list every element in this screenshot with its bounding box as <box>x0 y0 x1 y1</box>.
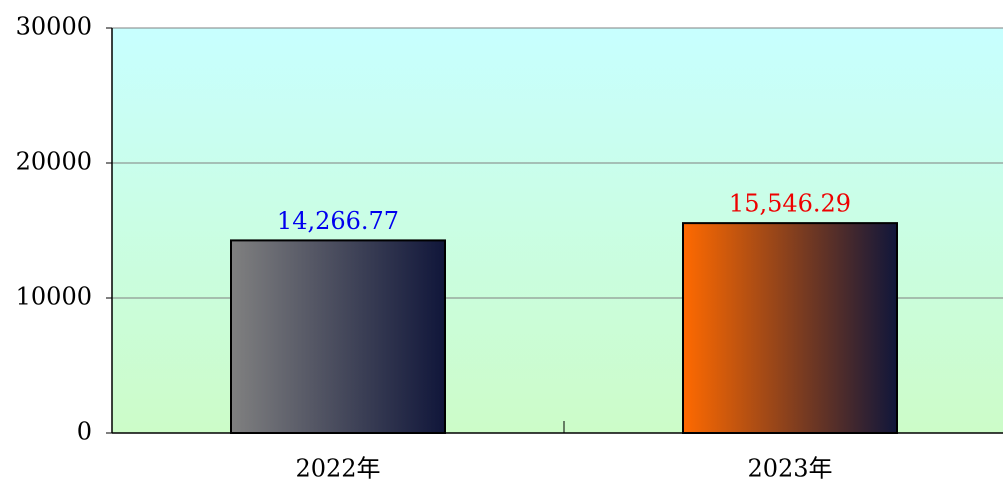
bar <box>682 222 898 434</box>
value-label: 14,266.77 <box>277 207 399 235</box>
x-tick-label: 2023年 <box>747 455 832 483</box>
y-tick-label: 10000 <box>16 283 92 311</box>
y-tick-label: 0 <box>77 418 92 446</box>
x-tick-label: 2022年 <box>295 455 380 483</box>
y-tick-label: 30000 <box>16 13 92 41</box>
value-label: 15,546.29 <box>729 190 851 218</box>
bar <box>230 239 446 434</box>
y-tick-label: 20000 <box>16 148 92 176</box>
